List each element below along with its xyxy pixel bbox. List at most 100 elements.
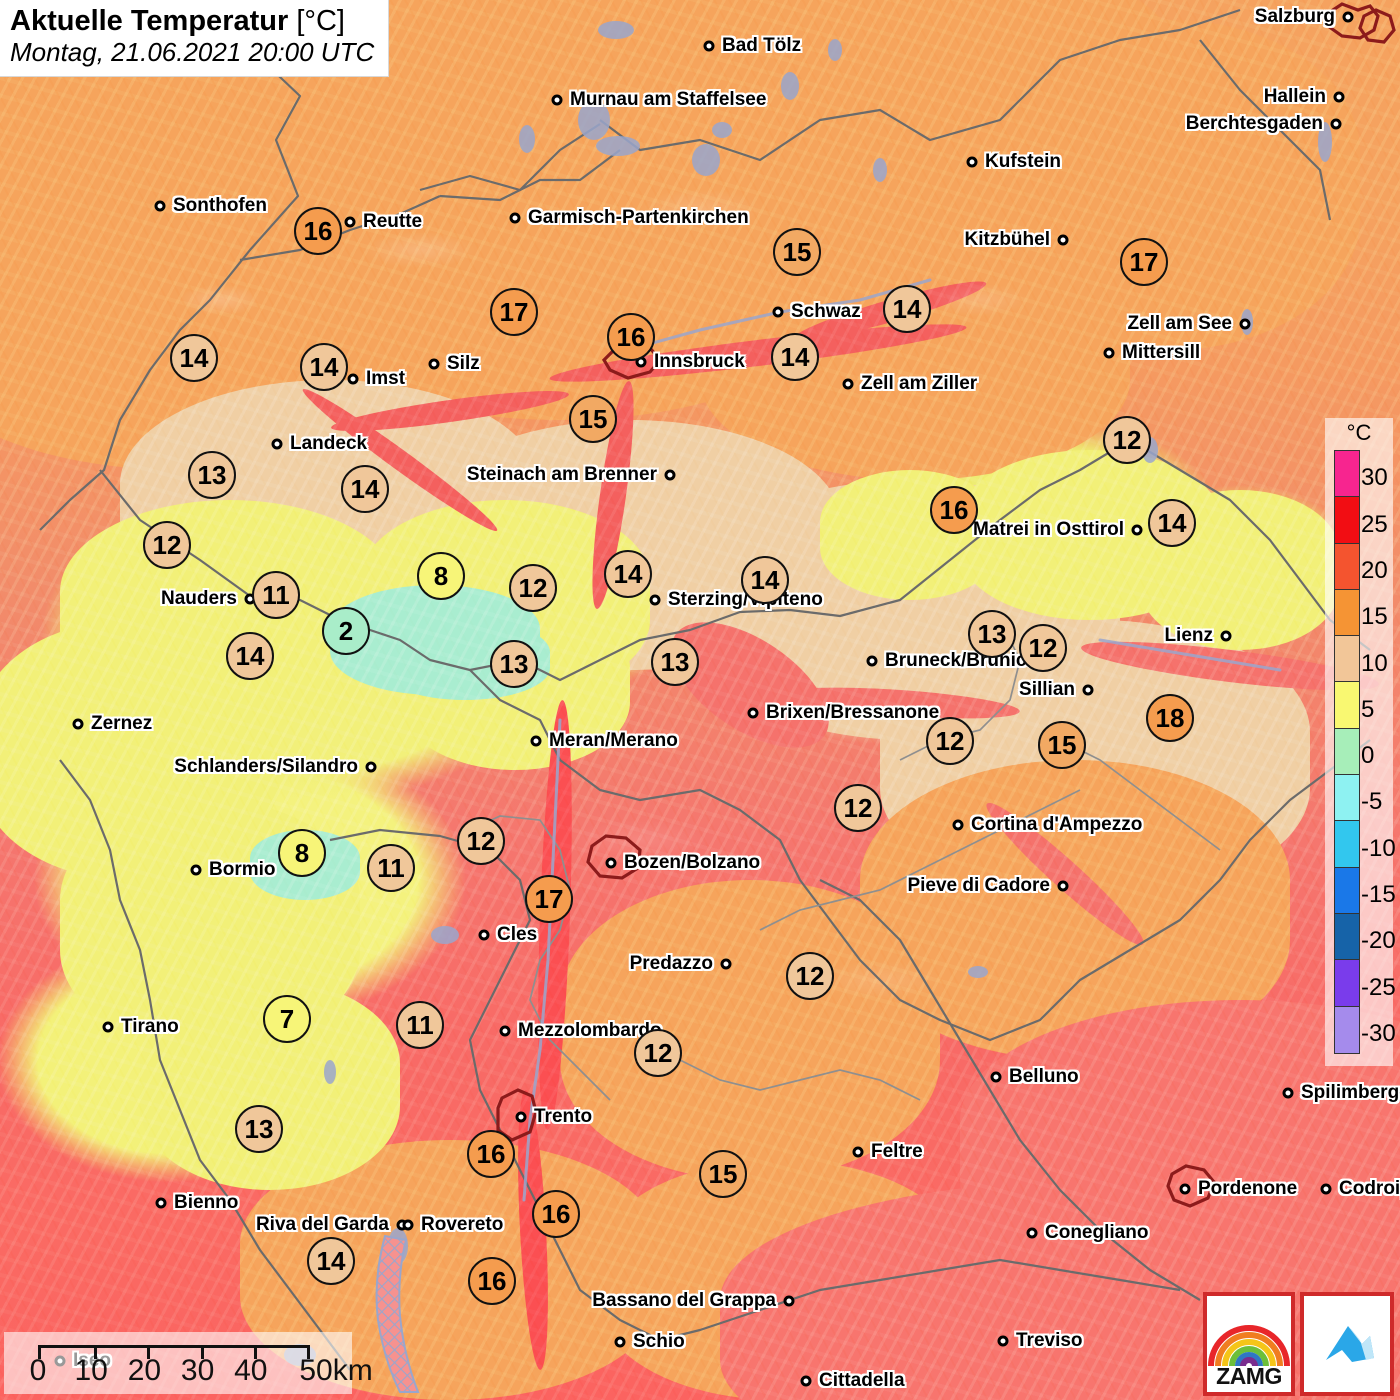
legend-tick-label: 25 <box>1361 510 1388 538</box>
scale-tick <box>94 1348 98 1359</box>
scale-bar: 0 10 20 30 40 50km <box>4 1332 373 1394</box>
station-temperature-marker: 17 <box>490 288 538 336</box>
legend-tick-label: -5 <box>1361 788 1383 816</box>
station-temperature-marker: 8 <box>417 552 465 600</box>
scale-label: 20 <box>127 1354 162 1387</box>
station-temperature-marker: 18 <box>1146 694 1194 742</box>
title-text: Aktuelle Temperatur <box>10 5 289 37</box>
legend-swatch <box>1335 497 1359 544</box>
legend-tick-label: 15 <box>1361 603 1388 631</box>
title-timestamp: Montag, 21.06.2021 20:00 UTC <box>10 37 375 68</box>
station-temperature-marker: 16 <box>607 313 655 361</box>
logo-group: ZAMG <box>1203 1292 1394 1396</box>
legend-swatch <box>1335 682 1359 729</box>
legend-tick-label: -25 <box>1361 973 1396 1001</box>
station-temperature-marker: 12 <box>1019 624 1067 672</box>
station-temperature-marker: 13 <box>235 1105 283 1153</box>
station-temperature-marker: 16 <box>532 1190 580 1238</box>
station-temperature-marker: 13 <box>490 640 538 688</box>
legend-tick-label: 10 <box>1361 649 1388 677</box>
zamg-rainbow-logo: ZAMG <box>1203 1292 1295 1396</box>
station-temperature-marker: 15 <box>699 1150 747 1198</box>
legend-tick-label: 0 <box>1361 742 1375 770</box>
legend-swatch <box>1335 775 1359 822</box>
station-temperature-marker: 14 <box>170 334 218 382</box>
legend-tick-label: 5 <box>1361 695 1375 723</box>
title-unit: [°C] <box>296 5 345 37</box>
station-temperature-marker: 14 <box>300 343 348 391</box>
station-temperature-marker: 13 <box>968 610 1016 658</box>
lake-garda <box>375 1234 420 1393</box>
mountain-cloud-icon <box>1326 1326 1374 1362</box>
station-temperature-marker: 11 <box>252 571 300 619</box>
legend-tick-label: -10 <box>1361 834 1396 862</box>
page-title: Aktuelle Temperatur [°C] <box>10 6 374 36</box>
station-temperature-marker: 14 <box>883 285 931 333</box>
legend-swatch <box>1335 1006 1359 1053</box>
legend-swatch <box>1335 821 1359 868</box>
scale-tick <box>200 1348 204 1359</box>
zamg-wordmark: ZAMG <box>1216 1363 1282 1389</box>
scale-label: 30 <box>180 1354 215 1387</box>
station-temperature-marker: 8 <box>278 829 326 877</box>
city-boundaries <box>496 2 1396 1208</box>
station-temperature-marker: 14 <box>226 632 274 680</box>
legend-swatch <box>1335 636 1359 683</box>
scale-tick <box>253 1348 257 1359</box>
legend-swatch <box>1335 960 1359 1007</box>
station-temperature-marker: 14 <box>1148 499 1196 547</box>
station-temperature-marker: 14 <box>307 1237 355 1285</box>
scale-label: 40 <box>234 1354 268 1387</box>
station-temperature-marker: 12 <box>457 817 505 865</box>
station-temperature-marker: 15 <box>1038 721 1086 769</box>
station-temperature-marker: 12 <box>834 784 882 832</box>
province-borders <box>469 619 1221 1101</box>
mountain-cloud-logo <box>1300 1292 1394 1396</box>
station-temperature-marker: 13 <box>651 638 699 686</box>
legend-tick-label: 20 <box>1361 556 1388 584</box>
scale-label: 0 <box>29 1354 47 1387</box>
legend-tick-label: -30 <box>1361 1020 1396 1047</box>
legend-swatch <box>1335 913 1359 961</box>
station-temperature-marker: 14 <box>604 550 652 598</box>
station-temperature-marker: 15 <box>569 395 617 443</box>
station-temperature-marker: 12 <box>786 952 834 1000</box>
station-temperature-marker: 11 <box>367 844 415 892</box>
legend-swatch <box>1335 543 1359 590</box>
legend-colorbar <box>1334 450 1360 1054</box>
station-temperature-marker: 2 <box>322 607 370 655</box>
legend-tick-label: -20 <box>1361 927 1396 955</box>
legend-swatch <box>1335 728 1359 776</box>
map-title-box: Aktuelle Temperatur [°C] Montag, 21.06.2… <box>0 0 390 77</box>
station-temperature-marker: 12 <box>1103 416 1151 464</box>
station-temperature-marker: 14 <box>771 333 819 381</box>
station-temperature-marker: 16 <box>467 1130 515 1178</box>
color-legend: °C 30 25 20 15 10 5 0 -5 -10 -15 -20 -25 -30 <box>1325 418 1396 1066</box>
legend-swatch <box>1335 867 1359 914</box>
station-temperature-marker: 14 <box>341 465 389 513</box>
station-temperature-marker: 7 <box>263 995 311 1043</box>
scale-label: 50km <box>299 1354 373 1387</box>
station-temperature-marker: 16 <box>294 207 342 255</box>
station-temperature-marker: 17 <box>1120 238 1168 286</box>
scale-tick <box>147 1348 151 1359</box>
legend-unit-label: °C <box>1346 420 1372 445</box>
station-temperature-marker: 12 <box>634 1029 682 1077</box>
station-temperature-marker: 11 <box>396 1001 444 1049</box>
station-temperature-marker: 13 <box>188 451 236 499</box>
station-temperature-marker: 16 <box>930 486 978 534</box>
station-temperature-marker: 16 <box>468 1257 516 1305</box>
station-temperature-marker: 17 <box>525 875 573 923</box>
station-temperature-marker: 14 <box>741 556 789 604</box>
legend-swatch <box>1335 589 1359 637</box>
station-temperature-marker: 15 <box>773 228 821 276</box>
scale-bar-rule <box>38 1345 310 1359</box>
station-temperature-marker: 12 <box>143 521 191 569</box>
terrain-band <box>560 880 940 1180</box>
legend-tick-label: 30 <box>1361 464 1388 492</box>
station-temperature-marker: 12 <box>509 564 557 612</box>
station-temperature-marker: 12 <box>926 717 974 765</box>
legend-swatch <box>1335 451 1359 498</box>
rainbow-icon <box>1208 1325 1290 1367</box>
